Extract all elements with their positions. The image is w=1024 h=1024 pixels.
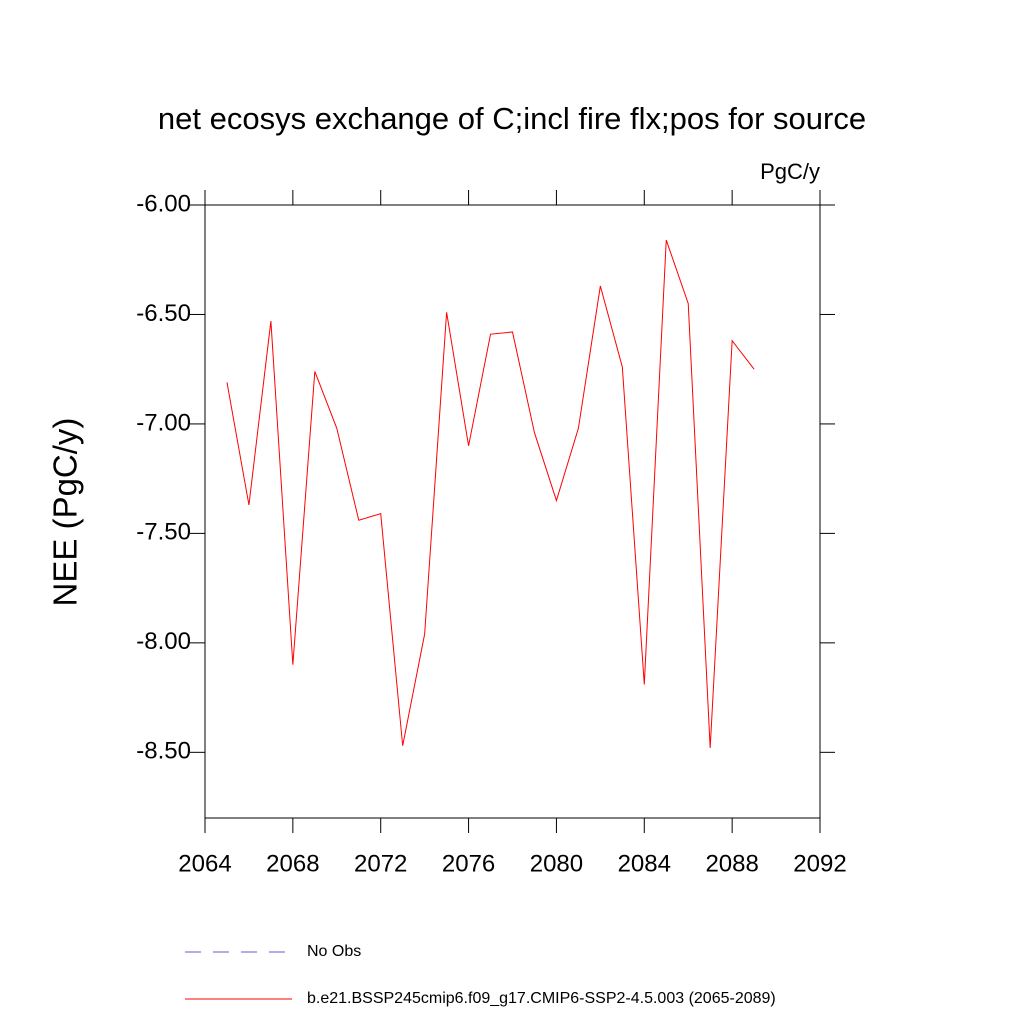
x-tick-label: 2084 <box>618 850 671 877</box>
x-tick-label: 2092 <box>793 850 846 877</box>
x-tick-label: 2064 <box>178 850 231 877</box>
x-tick-label: 2088 <box>705 850 758 877</box>
x-tick-label: 2080 <box>530 850 583 877</box>
x-tick-label: 2076 <box>442 850 495 877</box>
y-tick-label: -6.50 <box>136 300 191 327</box>
y-axis-label: NEE (PgC/y) <box>47 418 84 607</box>
data-line <box>226 239 755 748</box>
chart-title: net ecosys exchange of C;incl fire flx;p… <box>158 101 866 136</box>
y-tick-label: -6.00 <box>136 190 191 217</box>
y-tick-label: -7.50 <box>136 519 191 546</box>
y-tick-label: -7.00 <box>136 409 191 436</box>
y-tick-label: -8.00 <box>136 628 191 655</box>
y-tick-label: -8.50 <box>136 738 191 765</box>
plot-frame <box>204 204 821 819</box>
legend-label: No Obs <box>307 943 361 960</box>
units-label: PgC/y <box>760 159 820 184</box>
legend-label: b.e21.BSSP245cmip6.f09_g17.CMIP6-SSP2-4.… <box>307 990 776 1007</box>
x-tick-label: 2068 <box>266 850 319 877</box>
x-tick-label: 2072 <box>354 850 407 877</box>
